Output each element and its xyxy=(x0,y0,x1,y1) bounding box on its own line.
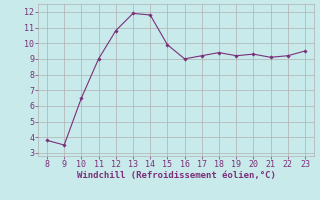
X-axis label: Windchill (Refroidissement éolien,°C): Windchill (Refroidissement éolien,°C) xyxy=(76,171,276,180)
